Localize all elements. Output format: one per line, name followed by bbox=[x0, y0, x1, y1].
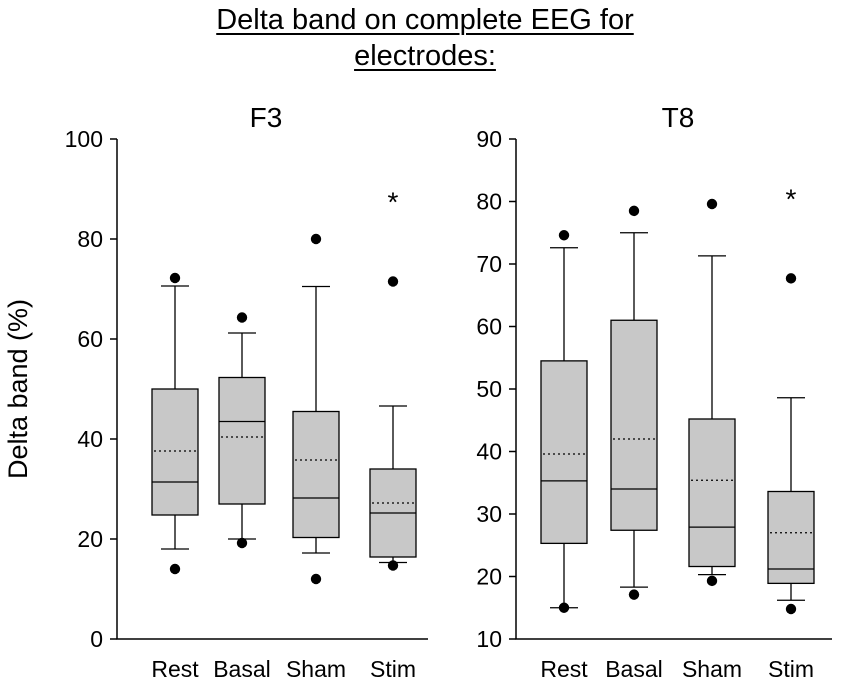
outlier-point bbox=[387, 276, 399, 287]
outlier-point bbox=[558, 602, 570, 613]
box-iqr bbox=[540, 360, 588, 545]
y-tick-label: 100 bbox=[65, 126, 103, 152]
chart-panel-f3: F3 Delta band (%) 0 20 40 60 80 100 Rest Basal Sha… bbox=[3, 102, 428, 682]
box-sham bbox=[688, 198, 736, 587]
y-tick-label: 40 bbox=[476, 439, 502, 465]
box-iqr bbox=[151, 388, 199, 516]
box-stim: * bbox=[767, 183, 815, 615]
x-tick-label: Basal bbox=[213, 656, 271, 682]
y-tick-label: 70 bbox=[476, 251, 502, 277]
x-tick-label: Sham bbox=[682, 656, 742, 682]
significance-marker: * bbox=[786, 183, 797, 214]
x-tick-label: Rest bbox=[151, 656, 199, 682]
outlier-point bbox=[310, 573, 322, 585]
significance-marker: * bbox=[388, 187, 399, 218]
outlier-point bbox=[706, 198, 718, 210]
y-tick-label: 90 bbox=[476, 126, 502, 152]
box-rest bbox=[540, 230, 588, 613]
outlier-point bbox=[236, 537, 248, 549]
box-iqr bbox=[292, 410, 340, 539]
x-tick-label: Sham bbox=[286, 656, 346, 682]
figure-title-line-1: Delta band on complete EEG for bbox=[216, 4, 634, 36]
y-tick-label: 50 bbox=[476, 376, 502, 402]
outlier-point bbox=[785, 603, 797, 615]
chart-panel-t8: T8 10 20 30 40 50 60 70 80 90 Rest Basal Sham Stim * bbox=[476, 102, 832, 682]
box-iqr bbox=[610, 319, 658, 531]
box-iqr bbox=[218, 376, 266, 505]
outlier-point bbox=[785, 273, 797, 284]
outlier-point bbox=[628, 205, 640, 217]
y-tick-label: 20 bbox=[476, 564, 502, 590]
y-tick-label: 10 bbox=[476, 626, 502, 652]
outlier-point bbox=[169, 272, 181, 284]
x-tick-label: Basal bbox=[605, 656, 663, 682]
y-tick-label: 80 bbox=[476, 189, 502, 215]
y-tick-label: 60 bbox=[77, 326, 103, 352]
y-tick-label: 80 bbox=[77, 226, 103, 252]
x-tick-label: Stim bbox=[768, 656, 814, 682]
y-tick-label: 60 bbox=[476, 314, 502, 340]
x-tick-label: Stim bbox=[370, 656, 416, 682]
y-tick-label: 20 bbox=[77, 526, 103, 552]
outlier-point bbox=[558, 230, 570, 241]
y-axis-label: Delta band (%) bbox=[3, 299, 33, 479]
outlier-point bbox=[169, 563, 181, 575]
panel-title: F3 bbox=[250, 102, 283, 133]
outlier-point bbox=[387, 560, 399, 571]
box-stim: * bbox=[369, 187, 417, 571]
box-rest bbox=[151, 272, 199, 575]
outlier-point bbox=[310, 233, 322, 245]
outlier-point bbox=[628, 589, 640, 600]
figure-title-line-2: electrodes: bbox=[354, 40, 496, 72]
y-tick-label: 0 bbox=[90, 626, 103, 652]
outlier-point bbox=[236, 312, 248, 323]
y-tick-label: 30 bbox=[476, 501, 502, 527]
box-sham bbox=[292, 233, 340, 585]
box-iqr bbox=[767, 490, 815, 585]
box-basal bbox=[610, 205, 658, 600]
box-iqr bbox=[688, 418, 736, 568]
y-tick-label: 40 bbox=[77, 426, 103, 452]
outlier-point bbox=[706, 575, 718, 587]
panel-title: T8 bbox=[662, 102, 695, 133]
x-tick-label: Rest bbox=[540, 656, 588, 682]
box-basal bbox=[218, 312, 266, 549]
